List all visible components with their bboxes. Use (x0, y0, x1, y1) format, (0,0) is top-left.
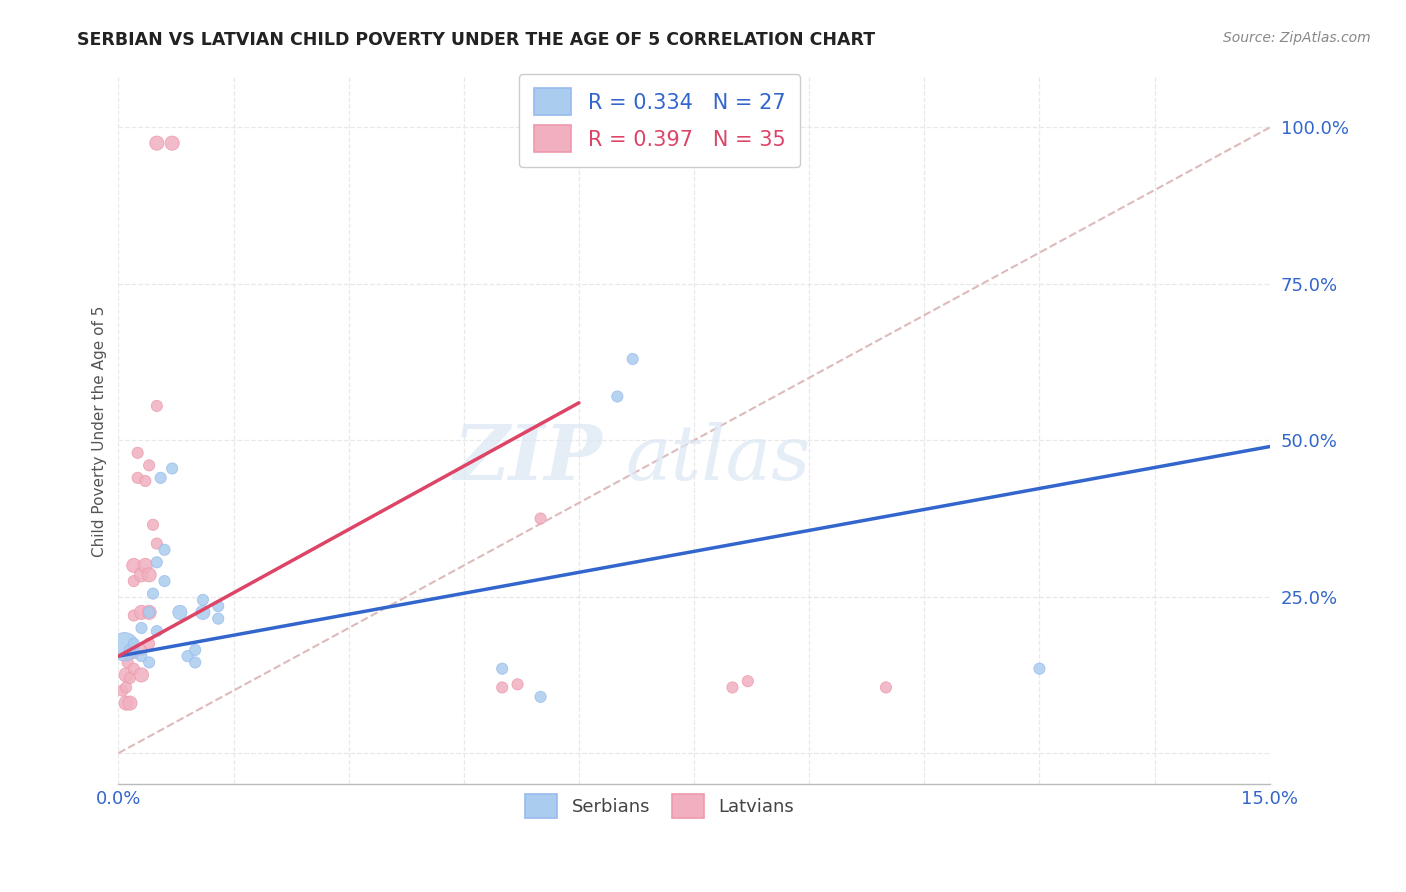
Point (134, 558, 156, 573)
Point (153, 542, 176, 557)
Point (138, 637, 160, 651)
Point (207, 599, 229, 614)
Point (131, 649, 153, 664)
Point (122, 608, 145, 623)
Point (122, 646, 145, 660)
Point (721, 681, 744, 695)
Point (875, 681, 897, 695)
Point (127, 446, 149, 460)
Point (184, 656, 207, 670)
Point (146, 555, 169, 569)
Point (146, 624, 169, 639)
Point (118, 643, 141, 657)
Point (149, 471, 172, 485)
Point (491, 662, 513, 676)
Point (117, 656, 139, 670)
Point (146, 136, 169, 150)
Point (138, 458, 160, 473)
Point (207, 612, 229, 626)
Point (146, 536, 169, 550)
Point (737, 674, 759, 689)
Point (169, 606, 191, 620)
Point (142, 517, 165, 532)
Point (160, 461, 183, 475)
Point (138, 606, 160, 620)
Point (131, 567, 153, 582)
Point (621, 351, 644, 366)
Point (122, 637, 145, 651)
Point (131, 621, 153, 635)
Point (115, 668, 138, 682)
Text: ZIP: ZIP (453, 422, 602, 496)
Point (118, 671, 141, 685)
Point (138, 567, 160, 582)
Point (111, 683, 134, 698)
Point (191, 592, 214, 607)
Point (122, 558, 145, 573)
Point (122, 662, 145, 676)
Point (153, 574, 176, 588)
Point (138, 606, 160, 620)
Point (118, 696, 141, 710)
Point (529, 690, 551, 704)
Point (1028, 662, 1050, 676)
Point (131, 606, 153, 620)
Point (115, 681, 138, 695)
Point (184, 643, 207, 657)
Legend: Serbians, Latvians: Serbians, Latvians (517, 788, 801, 825)
Y-axis label: Child Poverty Under the Age of 5: Child Poverty Under the Age of 5 (93, 305, 107, 557)
Point (529, 511, 551, 525)
Point (131, 643, 153, 657)
Point (191, 606, 214, 620)
Point (127, 471, 149, 485)
Text: atlas: atlas (626, 422, 810, 496)
Point (134, 474, 156, 488)
Point (115, 696, 138, 710)
Point (160, 136, 183, 150)
Point (506, 677, 529, 691)
Point (606, 390, 628, 404)
Text: SERBIAN VS LATVIAN CHILD POVERTY UNDER THE AGE OF 5 CORRELATION CHART: SERBIAN VS LATVIAN CHILD POVERTY UNDER T… (77, 31, 876, 49)
Point (491, 681, 513, 695)
Point (146, 399, 169, 413)
Point (176, 649, 198, 664)
Point (131, 668, 153, 682)
Point (142, 586, 165, 600)
Point (138, 656, 160, 670)
Text: Source: ZipAtlas.com: Source: ZipAtlas.com (1223, 31, 1371, 45)
Point (122, 574, 145, 588)
Point (114, 640, 136, 654)
